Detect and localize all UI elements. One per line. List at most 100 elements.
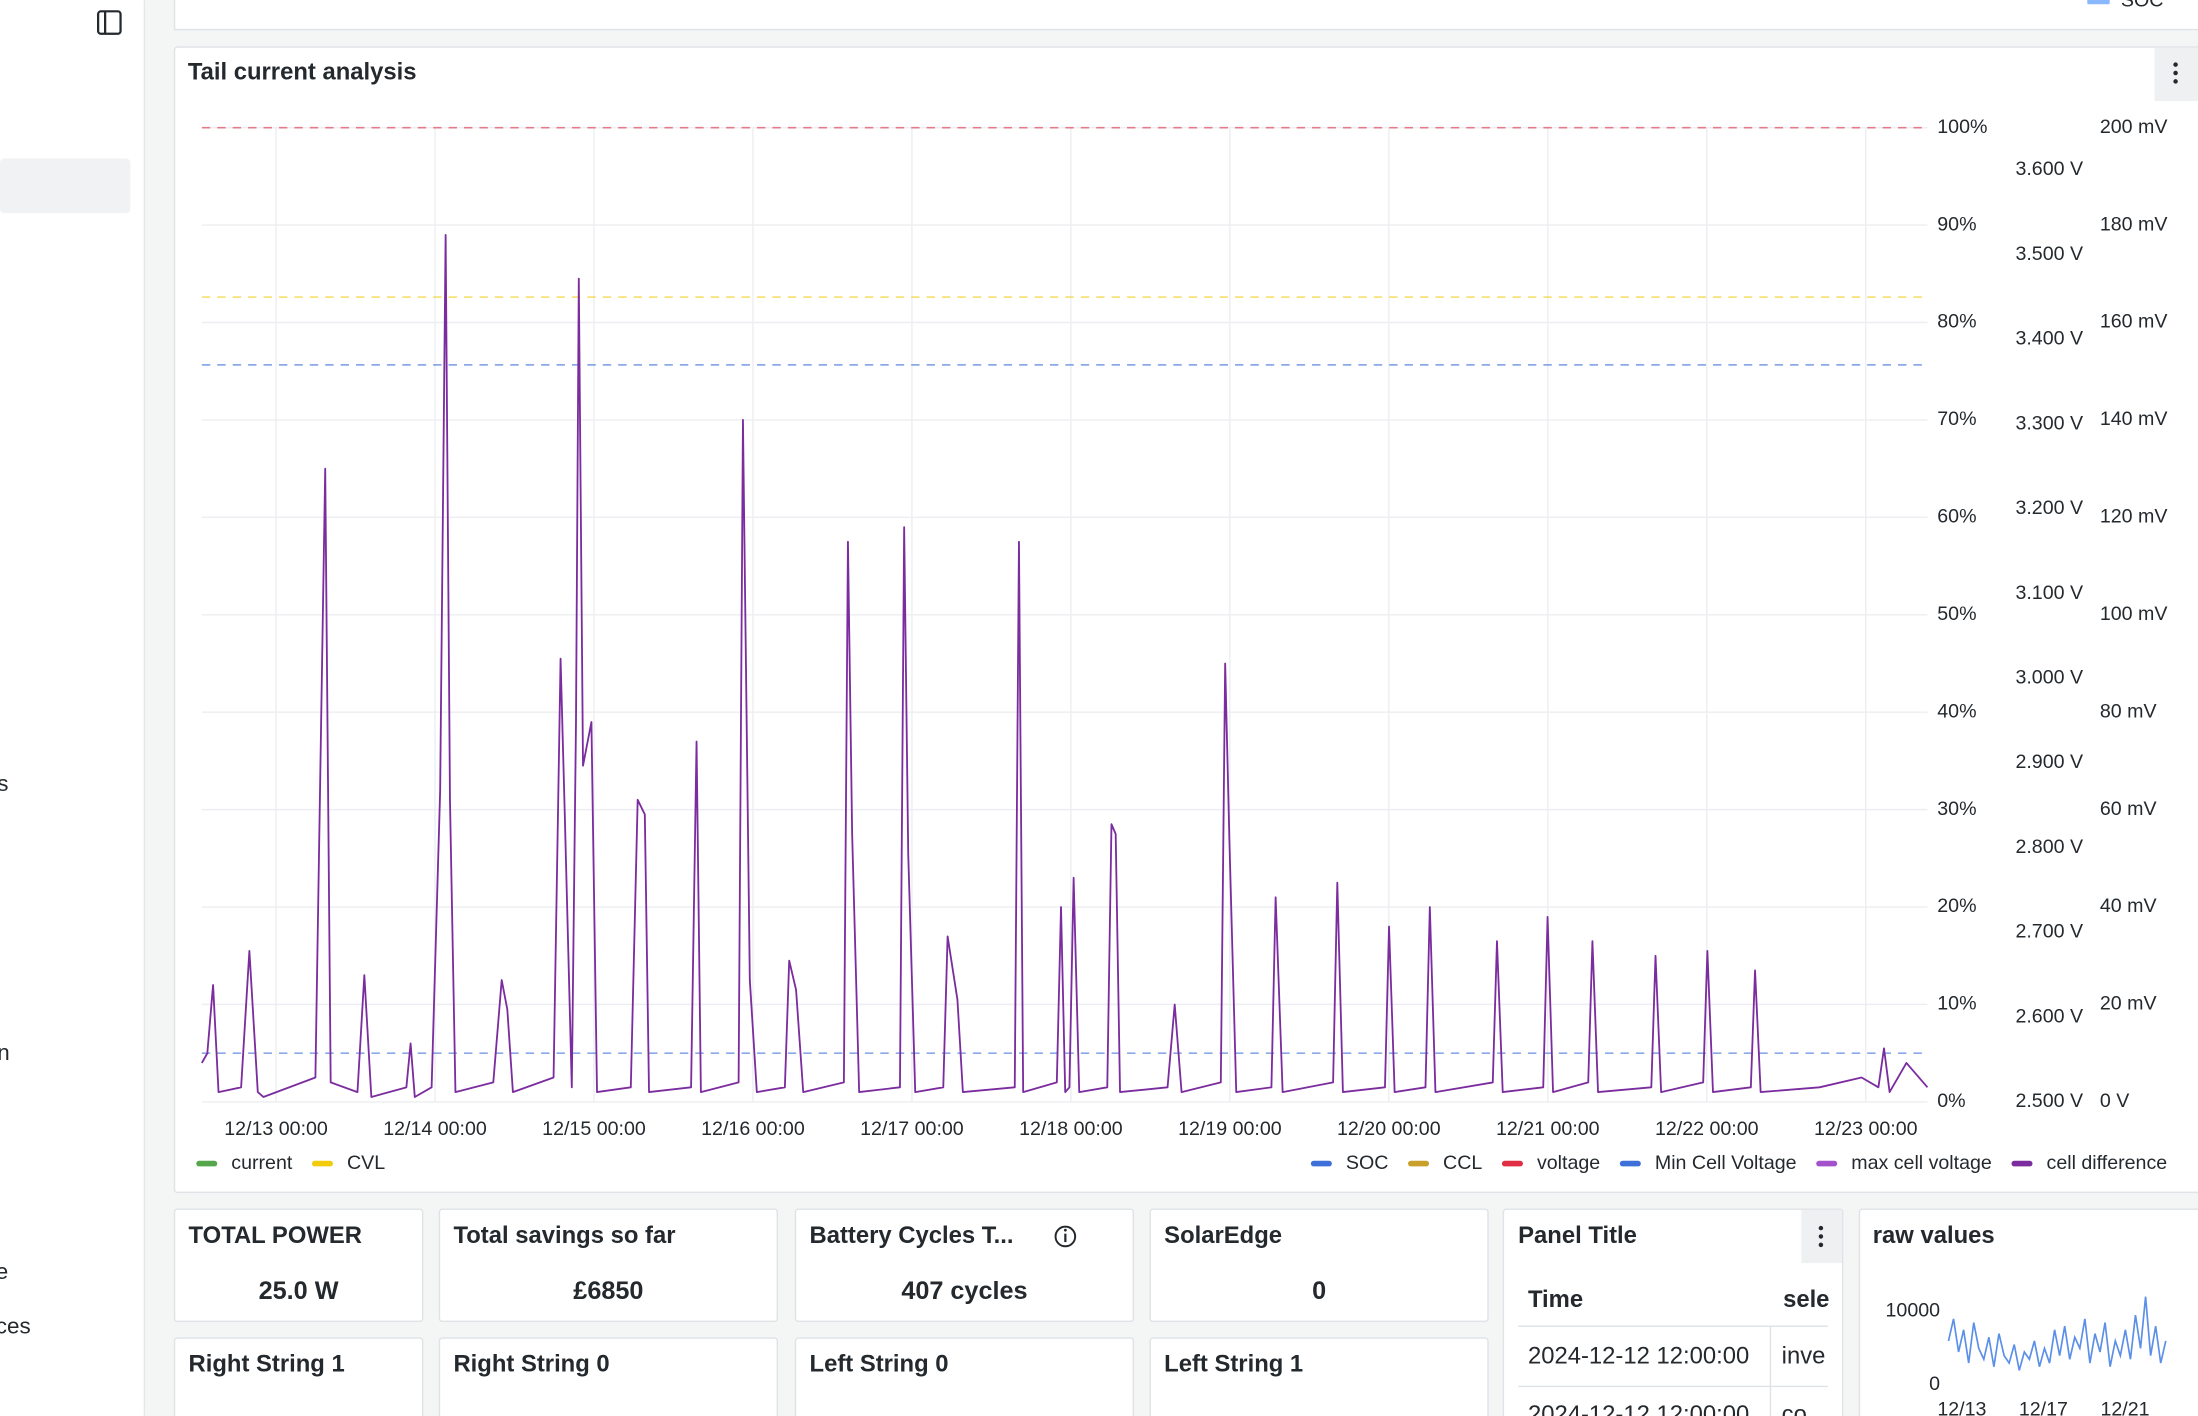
menu-dot — [2173, 62, 2178, 67]
bottom-panels: TOTAL POWER 25.0 W Total savings so far £68… — [173, 1208, 2198, 1416]
y-tick-label: 0% — [1937, 1090, 1965, 1112]
stat-title: Right String 1 — [189, 1351, 345, 1378]
panel-title: raw values — [1873, 1222, 1995, 1249]
y-tick-label: 60% — [1937, 506, 1976, 528]
y2-tick-label: 3.300 V — [2015, 412, 2083, 434]
x-tick-label: 12/13 00:00 — [224, 1118, 328, 1140]
legend-label[interactable]: SOC — [2121, 0, 2164, 12]
y-tick-label: 100% — [1937, 116, 1987, 138]
stat-panel — [173, 1208, 424, 1322]
legend-label[interactable]: Min Cell Voltage — [1655, 1152, 1797, 1174]
y3-tick-label: 160 mV — [2100, 311, 2168, 333]
stat-title: Left String 1 — [1164, 1351, 1303, 1378]
stat-panel — [794, 1337, 1135, 1416]
y3-tick-label: 120 mV — [2100, 506, 2168, 528]
y-tick-label: 40% — [1937, 700, 1976, 722]
chart-panel — [173, 46, 2198, 1194]
legend-label[interactable]: voltage — [1537, 1152, 1600, 1174]
x-tick-label: 12/20 00:00 — [1337, 1118, 1441, 1140]
sparkline — [1947, 1296, 2167, 1371]
y-tick-label: 70% — [1937, 408, 1976, 430]
x-tick-label: 12/13 — [1937, 1398, 1986, 1416]
y3-tick-label: 180 mV — [2100, 213, 2168, 235]
x-tick-label: 12/19 00:00 — [1178, 1118, 1282, 1140]
panel-title: Tail current analysis — [188, 58, 417, 85]
legend-swatch — [2087, 0, 2110, 5]
y2-tick-label: 3.500 V — [2015, 243, 2083, 265]
x-tick-label: 12/15 00:00 — [542, 1118, 646, 1140]
panel-menu[interactable] — [2154, 47, 2198, 102]
legend-label[interactable]: CVL — [347, 1152, 385, 1174]
y3-tick-label: 20 mV — [2100, 993, 2157, 1015]
legend-label[interactable]: current — [231, 1152, 293, 1174]
menu-dot — [2173, 70, 2178, 76]
table-cell: 2024-12-12 12:00:00 — [1528, 1401, 1749, 1416]
table-cell: co — [1782, 1401, 1807, 1416]
legend-swatch — [1310, 1160, 1332, 1167]
sidebar-active-item[interactable] — [0, 158, 131, 214]
stat-title: Right String 0 — [453, 1351, 609, 1378]
legend-swatch — [1408, 1160, 1430, 1167]
legend-label[interactable]: max cell voltage — [1851, 1152, 1992, 1174]
legend-label[interactable]: SOC — [1346, 1152, 1389, 1174]
y3-tick-label: 60 mV — [2100, 798, 2157, 820]
x-tick-label: 12/22 00:00 — [1655, 1118, 1759, 1140]
sidebar-toggle[interactable] — [97, 10, 122, 35]
x-tick-label: 12/16 00:00 — [701, 1118, 805, 1140]
legend-label[interactable]: CCL — [1443, 1152, 1482, 1174]
legend-swatch — [2011, 1160, 2033, 1167]
top-panel — [173, 0, 2198, 31]
y2-tick-label: 3.400 V — [2015, 328, 2083, 350]
y-tick-label: 80% — [1937, 311, 1976, 333]
x-tick-label: 12/17 — [2019, 1398, 2068, 1416]
y-tick-label: 90% — [1937, 213, 1976, 235]
y3-tick-label: 140 mV — [2100, 408, 2168, 430]
info-icon[interactable] — [1054, 1225, 1077, 1248]
stat-value: £6850 — [573, 1277, 643, 1305]
stat-panel — [1149, 1337, 1489, 1416]
legend-swatch — [311, 1160, 333, 1167]
x-tick-label: 12/14 00:00 — [383, 1118, 487, 1140]
y2-tick-label: 2.900 V — [2015, 751, 2083, 773]
sidebar-item[interactable]: s — [0, 771, 8, 796]
info-icon — [1063, 1228, 1067, 1232]
x-tick-label: 12/21 — [2100, 1398, 2149, 1416]
table-panel — [1502, 1208, 1844, 1416]
table-header: sele — [1783, 1286, 1829, 1313]
table-cell: inve — [1782, 1342, 1826, 1369]
series-line — [201, 233, 1929, 1098]
panel-title: Panel Title — [1518, 1222, 1637, 1249]
y2-tick-label: 3.600 V — [2015, 158, 2083, 180]
stat-title: Battery Cycles T... — [810, 1222, 1014, 1249]
sidebar — [0, 0, 145, 1416]
y3-tick-label: 200 mV — [2100, 116, 2168, 138]
y3-tick-label: 80 mV — [2100, 700, 2157, 722]
menu-dot — [1818, 1225, 1824, 1231]
legend-swatch — [1816, 1160, 1838, 1167]
y-tick-label: 0 — [1929, 1373, 1940, 1395]
stat-title: Left String 0 — [810, 1351, 949, 1378]
y-tick-label: 20% — [1937, 895, 1976, 917]
sidebar-item[interactable]: n — [0, 1040, 10, 1065]
y3-tick-label: 100 mV — [2100, 603, 2168, 625]
legend-label[interactable]: cell difference — [2047, 1152, 2168, 1174]
stat-title: SolarEdge — [1164, 1222, 1282, 1249]
menu-dot — [1818, 1234, 1824, 1239]
stat-value: 0 — [1312, 1277, 1326, 1305]
y-tick-label: 10000 — [1886, 1300, 1941, 1322]
stat-panel — [438, 1208, 778, 1322]
y2-tick-label: 3.200 V — [2015, 497, 2083, 519]
y-tick-label: 30% — [1937, 798, 1976, 820]
stat-title: Total savings so far — [453, 1222, 675, 1249]
y-tick-label: 10% — [1937, 993, 1976, 1015]
sidebar-item[interactable]: ces — [0, 1314, 31, 1339]
y2-tick-label: 2.700 V — [2015, 921, 2083, 943]
y2-tick-label: 2.800 V — [2015, 836, 2083, 858]
x-tick-label: 12/21 00:00 — [1496, 1118, 1600, 1140]
x-tick-label: 12/18 00:00 — [1019, 1118, 1123, 1140]
chart: 12/13 00:00 12/14 00:00 12/15 00:00 12/16 0… — [196, 116, 2167, 1174]
sidebar-item[interactable]: e — [0, 1259, 8, 1284]
x-tick-label: 12/17 00:00 — [860, 1118, 964, 1140]
stat-title: TOTAL POWER — [189, 1222, 362, 1249]
